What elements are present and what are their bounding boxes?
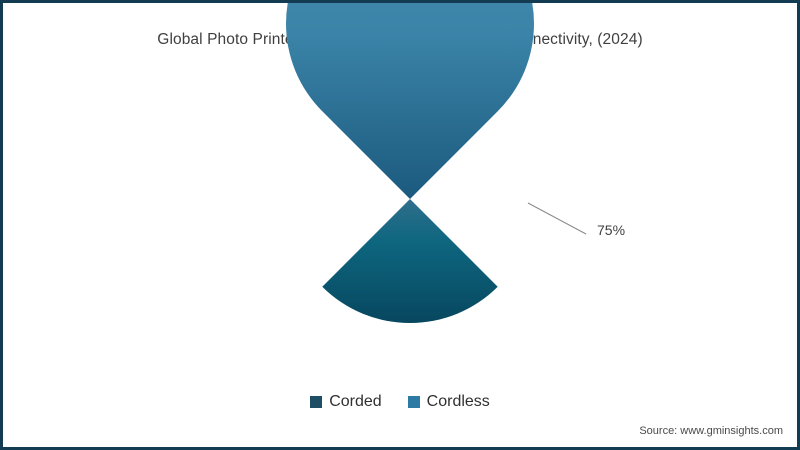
slice-value-label-cordless: 75% [597, 222, 626, 238]
legend-label-corded: Corded [329, 393, 382, 410]
source-attribution: Source: www.gminsights.com [639, 425, 783, 437]
pie-slice-corded[interactable] [322, 199, 498, 324]
chart-legend: Corded Cordless [3, 393, 797, 411]
legend-swatch-corded [310, 396, 323, 408]
legend-item-cordless[interactable]: Cordless [407, 393, 490, 411]
pie-chart-svg [286, 3, 587, 324]
plot-area: 75% [3, 3, 797, 447]
pie-slice-cordless[interactable] [286, 3, 534, 199]
callout-leader-line [527, 202, 587, 235]
legend-label-cordless: Cordless [426, 393, 490, 410]
legend-swatch-cordless [407, 396, 420, 408]
legend-item-corded[interactable]: Corded [310, 393, 382, 411]
